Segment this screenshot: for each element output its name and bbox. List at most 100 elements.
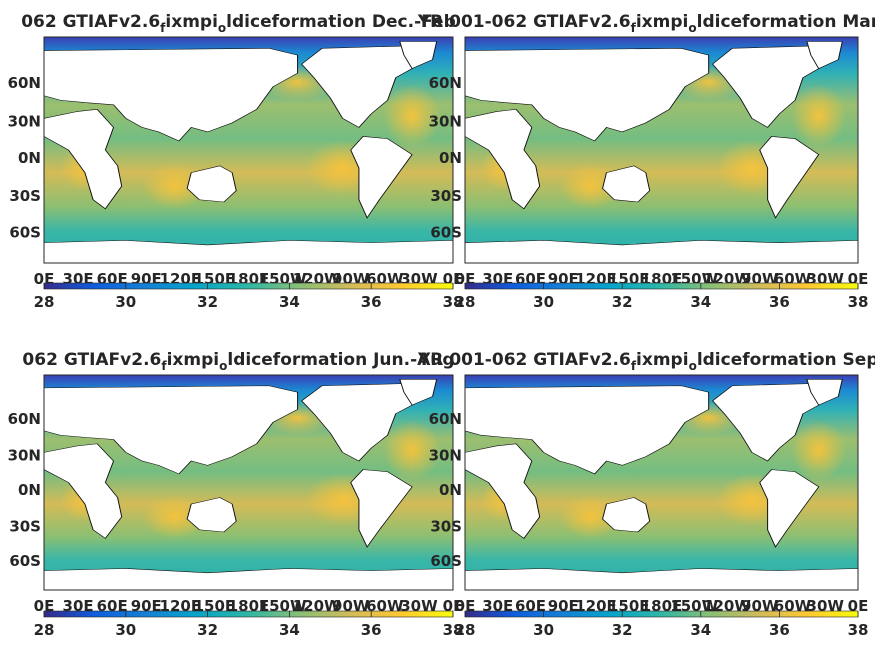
colorbar-tick-label: 28: [455, 293, 476, 311]
panel-title-part: o: [218, 21, 226, 35]
lon-tick-label: 120E: [160, 597, 202, 615]
lon-tick-label: 90E: [548, 597, 579, 615]
panel-title-part: ixmpi: [636, 350, 689, 370]
colorbar-tick-label: 38: [443, 621, 464, 639]
panel-title-part: f: [631, 21, 637, 35]
salinity-maximum: [791, 84, 847, 148]
colorbar-gradient: [43, 282, 454, 290]
lat-tick-label: 60N: [429, 74, 462, 92]
colorbar: 28 30 32 34 36 38: [34, 282, 464, 311]
panel-title-part: o: [219, 359, 227, 373]
lat-tick-label: 60S: [9, 223, 41, 241]
colorbar: 28 30 32 34 36 38: [34, 610, 464, 639]
lon-tick-label: 180E: [228, 597, 270, 615]
lon-tick-label: 30W: [400, 597, 438, 615]
colorbar-tick-label: 38: [848, 293, 869, 311]
lat-tick-label: 30N: [429, 447, 462, 465]
lat-tick-label: 30S: [9, 187, 41, 205]
lon-tick-label: 90W: [741, 597, 779, 615]
colorbar-gradient: [464, 610, 859, 618]
panel-title-part: ixmpi: [167, 350, 220, 370]
map-frame: [43, 36, 454, 264]
lat-tick-label: 60S: [430, 552, 462, 570]
panel-title-part: f: [161, 359, 167, 373]
lat-tick-label: 60N: [8, 74, 41, 92]
lat-tick-label: 60S: [9, 552, 41, 570]
colorbar: 28 30 32 34 36 38: [455, 282, 869, 311]
map-panel-2: YR 001-062 GTIAFv2.6fixmpioldiceformatio…: [417, 12, 875, 311]
lon-tick-label: 60W: [366, 597, 404, 615]
colorbar-tick-label: 38: [848, 621, 869, 639]
salinity-maximum: [383, 420, 441, 481]
colorbar-tick-label: 36: [769, 621, 790, 639]
colorbar-tick-label: 34: [279, 293, 300, 311]
lat-tick-label: 30N: [429, 113, 462, 131]
panel-title-part: 062 GTIAFv2.6: [21, 12, 160, 32]
lon-tick-label: 120E: [575, 597, 617, 615]
lat-tick-label: 0N: [18, 149, 41, 167]
colorbar-tick-label: 38: [443, 293, 464, 311]
lon-tick-label: 90E: [131, 597, 162, 615]
colorbar-tick-label: 32: [197, 621, 218, 639]
lon-tick-label: 0E: [34, 597, 55, 615]
colorbar: 28 30 32 34 36 38: [455, 610, 869, 639]
colorbar-tick-label: 30: [115, 621, 136, 639]
panel-title-part: ldiceformation Dec.-Feb: [226, 12, 456, 32]
lat-tick-label: 30N: [8, 113, 41, 131]
colorbar-gradient: [43, 610, 454, 618]
lon-tick-label: 30E: [63, 597, 94, 615]
map-frame: [464, 36, 859, 264]
lon-tick-label: 0E: [443, 597, 464, 615]
lon-tick-label: 60E: [97, 597, 128, 615]
colorbar-tick-label: 36: [361, 293, 382, 311]
panel-title-part: ldiceformation Sep.-Nov: [697, 350, 875, 370]
lat-tick-label: 60N: [429, 410, 462, 428]
colorbar-tick-label: 32: [197, 293, 218, 311]
panel-title: 062 GTIAFv2.6fixmpioldiceformation Jun.-…: [22, 350, 454, 373]
lon-tick-label: 60E: [515, 597, 546, 615]
lon-tick-label: 150E: [608, 597, 650, 615]
map-frame: [464, 374, 859, 591]
lon-tick-label: 90W: [332, 597, 370, 615]
map-frame: [43, 374, 454, 591]
colorbar-tick-label: 30: [533, 293, 554, 311]
panel-title-part: o: [689, 359, 697, 373]
colorbar-tick-label: 34: [690, 293, 711, 311]
map-panel-4: YR 001-062 GTIAFv2.6fixmpioldiceformatio…: [417, 350, 875, 639]
salinity-maximum: [791, 420, 847, 481]
lat-tick-label: 0N: [18, 481, 41, 499]
panel-title-part: 062 GTIAFv2.6: [22, 350, 161, 370]
lon-tick-label: 150W: [259, 597, 307, 615]
colorbar-tick-label: 34: [690, 621, 711, 639]
colorbar-tick-label: 30: [533, 621, 554, 639]
panel-title-part: YR 001-062 GTIAFv2.6: [417, 350, 631, 370]
panel-title-part: ldiceformation Jun.-Aug: [227, 350, 454, 370]
colorbar-tick-label: 32: [612, 293, 633, 311]
lat-tick-label: 30S: [430, 187, 462, 205]
panel-title-part: ixmpi: [165, 12, 218, 32]
lon-tick-label: 0E: [455, 597, 476, 615]
lon-tick-label: 120W: [703, 597, 751, 615]
panel-title-part: ixmpi: [636, 12, 689, 32]
salinity-maximum: [383, 84, 441, 148]
panel-title: YR 001-062 GTIAFv2.6fixmpioldiceformatio…: [417, 12, 875, 35]
colorbar-tick-label: 28: [34, 621, 55, 639]
lon-tick-label: 120W: [293, 597, 341, 615]
colorbar-tick-label: 34: [279, 621, 300, 639]
lat-tick-label: 30S: [9, 518, 41, 536]
lon-tick-label: 150W: [670, 597, 718, 615]
colorbar-gradient: [464, 282, 859, 290]
colorbar-tick-label: 36: [361, 621, 382, 639]
colorbar-tick-label: 32: [612, 621, 633, 639]
lon-tick-label: 30E: [482, 597, 513, 615]
map-panel-1: 062 GTIAFv2.6fixmpioldiceformation Dec.-…: [8, 12, 464, 311]
panel-title-part: f: [160, 21, 166, 35]
lon-tick-label: 60W: [774, 597, 812, 615]
lat-tick-label: 0N: [439, 149, 462, 167]
panel-title-part: f: [631, 359, 637, 373]
panel-title: 062 GTIAFv2.6fixmpioldiceformation Dec.-…: [21, 12, 456, 35]
lat-tick-label: 60S: [430, 223, 462, 241]
colorbar-tick-label: 36: [769, 293, 790, 311]
panel-title-part: ldiceformation Mar.-May: [697, 12, 875, 32]
panel-title: YR 001-062 GTIAFv2.6fixmpioldiceformatio…: [417, 350, 875, 373]
